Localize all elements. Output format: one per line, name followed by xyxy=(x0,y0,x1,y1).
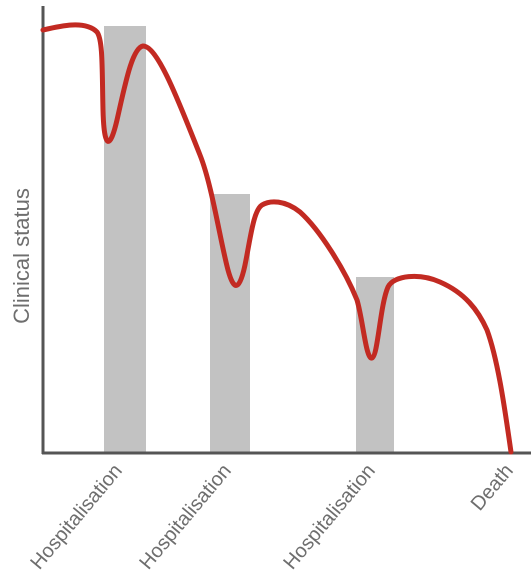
x-label-hospitalisation-1: Hospitalisation xyxy=(26,460,126,574)
x-label-hospitalisation-2: Hospitalisation xyxy=(135,460,235,574)
x-label-hospitalisation-3: Hospitalisation xyxy=(279,460,379,574)
hospitalisation-bar-1 xyxy=(104,26,146,454)
y-axis-label: Clinical status xyxy=(9,188,34,324)
hospitalisation-bar-3 xyxy=(356,277,394,454)
x-label-death: Death xyxy=(467,460,518,515)
clinical-status-curve xyxy=(40,22,514,455)
hospitalisation-bar-2 xyxy=(210,194,250,454)
